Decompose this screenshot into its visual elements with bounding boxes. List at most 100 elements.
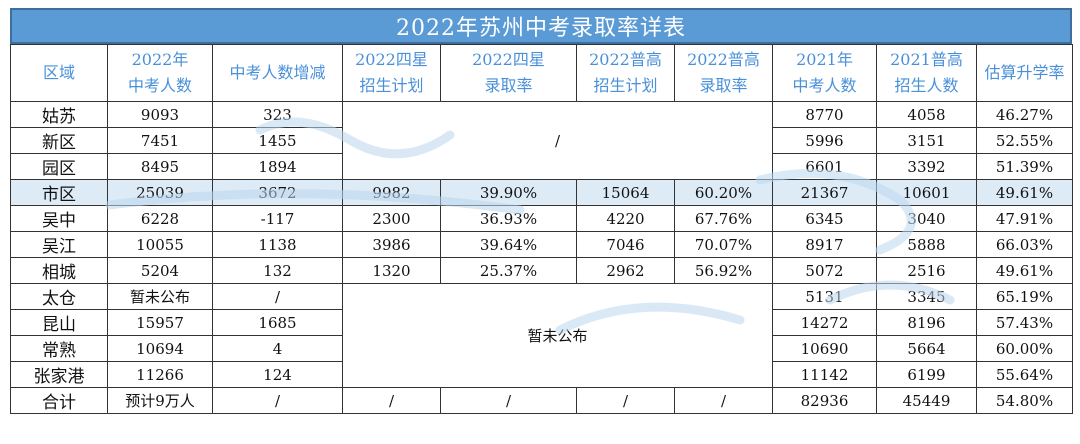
cell-c2022: 25039 xyxy=(107,179,213,206)
cell-g2021: 10601 xyxy=(876,179,977,206)
cell-four: / xyxy=(342,387,441,414)
column-header-line: 2022四星 xyxy=(355,50,428,69)
cell-c2022: 暂未公布 xyxy=(107,283,213,310)
cell-gen: 4220 xyxy=(576,205,675,232)
admission-rate-table: 区域 2022年 中考人数 中考人数增减 2022四星 招生计划 2022四星 录取率 2022… xyxy=(10,44,1073,414)
cell-delta: 1138 xyxy=(212,231,343,258)
column-header-line: 中考人数增减 xyxy=(229,63,326,82)
cell-region: 园区 xyxy=(10,153,108,180)
cell-gen: 7046 xyxy=(576,231,675,258)
header-row: 区域 2022年 中考人数 中考人数增减 2022四星 招生计划 2022四星 录取率 2022… xyxy=(10,44,1073,102)
cell-g2021: 3040 xyxy=(876,205,977,232)
cell-g2021: 45449 xyxy=(876,387,977,414)
table-row: 市区 25039 3672 9982 39.90% 15064 60.20% 21367 106… xyxy=(10,179,1073,206)
cell-rate: 57.43% xyxy=(976,309,1073,336)
cell-rate: 66.03% xyxy=(976,231,1073,258)
column-header: 2022普高 招生计划 xyxy=(576,44,675,102)
cell-c2021: 14272 xyxy=(772,309,877,336)
cell-g2021: 6199 xyxy=(876,361,977,388)
cell-region: 姑苏 xyxy=(10,101,108,128)
cell-region: 常熟 xyxy=(10,335,108,362)
cell-c2022: 10055 xyxy=(107,231,213,258)
column-header-line: 2021普高 xyxy=(890,50,963,69)
cell-four_rate: / xyxy=(440,387,577,414)
cell-rate: 55.64% xyxy=(976,361,1073,388)
cell-gen_rate: 60.20% xyxy=(674,179,773,206)
table-row: 合计 预计9万人 / / / //82936 45449 54.80% xyxy=(10,387,1073,414)
cell-c2021: 6601 xyxy=(772,153,877,180)
cell-c2022: 7451 xyxy=(107,127,213,154)
table-title: 2022年苏州中考录取率详表 xyxy=(10,8,1072,44)
cell-region: 市区 xyxy=(10,179,108,206)
cell-c2022: 8495 xyxy=(107,153,213,180)
cell-c2021: 82936 xyxy=(772,387,877,414)
cell-c2021: 5072 xyxy=(772,257,877,284)
cell-g2021: 5664 xyxy=(876,335,977,362)
table-row: 昆山 15957 1685 14272 8196 57.43% xyxy=(10,309,1073,336)
column-header-line: 2022普高 xyxy=(687,50,760,69)
cell-rate: 49.61% xyxy=(976,179,1073,206)
cell-c2021: 5996 xyxy=(772,127,877,154)
table-row: 吴中 6228 -117 2300 36.93% 4220 67.76% 6345 3040 47… xyxy=(10,205,1073,232)
cell-c2022: 预计9万人 xyxy=(107,387,213,414)
cell-g2021: 3392 xyxy=(876,153,977,180)
column-header-line: 2022四星 xyxy=(472,50,545,69)
cell-region: 吴中 xyxy=(10,205,108,232)
table-row: 相城 5204 132 1320 25.37% 2962 56.92% 5072 2516 49.… xyxy=(10,257,1073,284)
cell-region: 新区 xyxy=(10,127,108,154)
cell-delta: 4 xyxy=(212,335,343,362)
cell-gen: 15064 xyxy=(576,179,675,206)
cell-four_rate: 25.37% xyxy=(440,257,577,284)
cell-rate: 46.27% xyxy=(976,101,1073,128)
column-header: 区域 xyxy=(10,44,108,102)
cell-four_rate: 39.90% xyxy=(440,179,577,206)
cell-c2022: 5204 xyxy=(107,257,213,284)
cell-c2021: 10690 xyxy=(772,335,877,362)
cell-rate: 52.55% xyxy=(976,127,1073,154)
cell-c2021: 8770 xyxy=(772,101,877,128)
table-row: 太仓 暂未公布 / 暂未公布 5131 3345 65.19% xyxy=(10,283,1073,388)
column-header-line: 中考人数 xyxy=(127,76,192,95)
cell-delta: 323 xyxy=(212,101,343,128)
column-header-line: 招生计划 xyxy=(359,76,424,95)
column-header-line: 招生计划 xyxy=(593,76,658,95)
cell-rate: 51.39% xyxy=(976,153,1073,180)
cell-g2021: 2516 xyxy=(876,257,977,284)
column-header-line: 2022年 xyxy=(131,50,189,69)
cell-gen: / xyxy=(576,387,675,414)
table-row: 吴江 10055 1138 3986 39.64% 7046 70.07% 8917 5888 6… xyxy=(10,231,1073,258)
cell-g2021: 4058 xyxy=(876,101,977,128)
cell-region: 吴江 xyxy=(10,231,108,258)
cell-four_rate: 39.64% xyxy=(440,231,577,258)
table-row: 常熟 10694 4 10690 5664 60.00% xyxy=(10,335,1073,362)
table-row: 姑苏 9093 323/8770 4058 46.27% xyxy=(10,101,1073,180)
cell-rate: 49.61% xyxy=(976,257,1073,284)
column-header-line: 录取率 xyxy=(699,76,748,95)
cell-region: 合计 xyxy=(10,387,108,414)
cell-g2021: 8196 xyxy=(876,309,977,336)
cell-c2022: 11266 xyxy=(107,361,213,388)
column-header: 2022四星 招生计划 xyxy=(342,44,441,102)
column-header: 2021普高 招生人数 xyxy=(876,44,977,102)
column-header: 2021年 中考人数 xyxy=(772,44,877,102)
column-header-line: 区域 xyxy=(42,63,75,82)
cell-delta: 1685 xyxy=(212,309,343,336)
cell-g2021: 5888 xyxy=(876,231,977,258)
column-header: 估算升学率 xyxy=(976,44,1073,102)
cell-c2022: 15957 xyxy=(107,309,213,336)
cell-rate: 47.91% xyxy=(976,205,1073,232)
cell-gen_rate: 67.76% xyxy=(674,205,773,232)
cell-g2021: 3345 xyxy=(876,283,977,310)
cell-region: 昆山 xyxy=(10,309,108,336)
column-header-line: 估算升学率 xyxy=(984,63,1065,82)
cell-delta: 1894 xyxy=(212,153,343,180)
cell-four: 3986 xyxy=(342,231,441,258)
column-header: 2022普高 录取率 xyxy=(674,44,773,102)
cell-delta: / xyxy=(212,283,343,310)
cell-c2021: 11142 xyxy=(772,361,877,388)
cell-c2022: 9093 xyxy=(107,101,213,128)
cell-c2022: 6228 xyxy=(107,205,213,232)
cell-four: 9982 xyxy=(342,179,441,206)
cell-gen_rate: 70.07% xyxy=(674,231,773,258)
cell-g2021: 3151 xyxy=(876,127,977,154)
